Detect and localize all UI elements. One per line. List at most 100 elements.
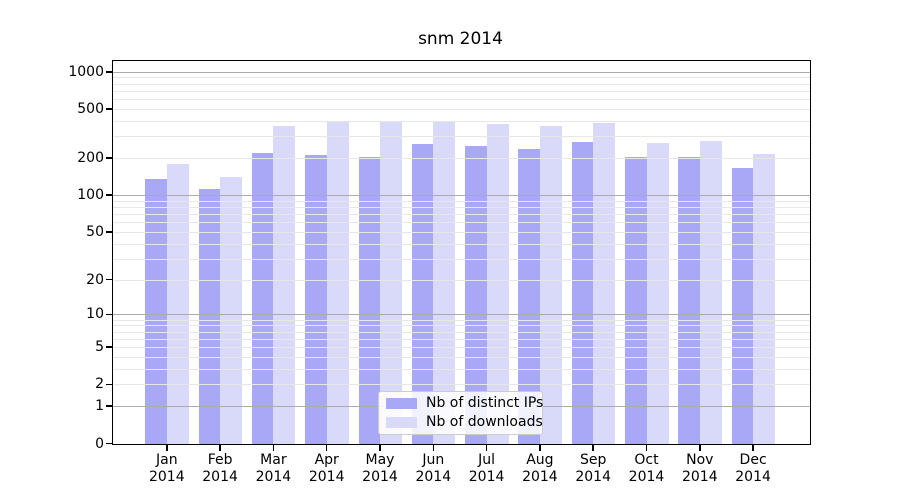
y-tick-label: 1000: [68, 63, 104, 80]
x-tick-mark: [219, 444, 221, 451]
gridline-minor: [113, 90, 810, 92]
gridline-minor: [113, 109, 810, 110]
bar-downloads: [273, 125, 296, 444]
x-tick-label: Jun 2014: [393, 452, 473, 486]
x-tick-month: May: [365, 452, 395, 468]
x-tick-year: 2014: [628, 469, 665, 485]
y-tick-mark: [106, 194, 113, 196]
bar-distinct-ips: [625, 157, 647, 444]
gridline-minor: [113, 338, 810, 340]
x-tick-label: Oct 2014: [607, 452, 687, 486]
y-tick-label: 20: [86, 271, 104, 288]
x-tick-year: 2014: [308, 469, 345, 485]
bar-downloads: [220, 176, 243, 444]
bar-distinct-ips: [571, 142, 594, 444]
x-tick-mark: [592, 444, 594, 451]
x-tick-mark: [645, 444, 648, 451]
x-tick-year: 2014: [362, 469, 398, 485]
x-tick-mark: [539, 444, 541, 451]
x-tick-month: Sep: [579, 452, 607, 468]
gridline-major: [113, 195, 810, 197]
gridline-minor: [113, 77, 810, 79]
bar-distinct-ips: [145, 178, 167, 444]
x-tick-month: Feb: [207, 452, 233, 468]
x-tick-year: 2014: [522, 469, 558, 485]
gridline-minor: [113, 325, 810, 327]
chart-title: snm 2014: [418, 29, 503, 49]
x-tick-label: Sep 2014: [553, 452, 633, 486]
x-tick-mark: [485, 444, 488, 451]
x-tick-year: 2014: [415, 469, 452, 485]
bar-downloads: [486, 123, 509, 444]
x-tick-month: Oct: [634, 452, 659, 468]
bar-distinct-ips: [305, 155, 327, 444]
bar-distinct-ips: [358, 156, 380, 444]
gridline-minor: [113, 347, 810, 349]
bar-downloads: [433, 122, 456, 444]
y-tick-mark: [106, 231, 113, 233]
y-tick-mark: [106, 346, 113, 348]
x-tick-label: Mar 2014: [233, 452, 313, 486]
gridline-minor: [113, 356, 810, 358]
x-tick-year: 2014: [468, 469, 505, 485]
bar-downloads: [166, 164, 189, 444]
legend-item: Nb of downloads: [386, 415, 543, 430]
legend-item: Nb of distinct IPs: [386, 396, 543, 411]
legend-label: Nb of downloads: [426, 414, 543, 430]
y-tick-mark: [106, 278, 113, 281]
bar-downloads: [753, 154, 776, 444]
x-tick-month: Jan: [156, 452, 178, 468]
x-tick-month: Mar: [260, 452, 287, 468]
x-tick-month: Aug: [526, 452, 554, 468]
gridline-major: [113, 314, 810, 316]
gridline-minor: [113, 136, 810, 138]
gridline-minor: [113, 243, 810, 245]
y-tick-label: 500: [77, 101, 104, 117]
y-tick-mark: [106, 157, 113, 159]
plot-area: Nb of distinct IPs Nb of downloads: [112, 60, 811, 445]
gridline-minor: [113, 258, 810, 260]
y-tick-label: 2: [95, 376, 104, 393]
x-tick-mark: [752, 444, 754, 451]
y-tick-label: 5: [95, 339, 104, 356]
x-tick-label: Aug 2014: [500, 452, 580, 486]
x-tick-month: Dec: [739, 452, 767, 468]
y-tick-label: 0: [95, 435, 104, 452]
x-tick-year: 2014: [735, 469, 771, 485]
x-tick-mark: [272, 444, 275, 451]
gridline-minor: [113, 83, 810, 85]
gridline-minor: [113, 384, 810, 386]
gridline-minor: [113, 279, 810, 281]
gridline-minor: [113, 319, 810, 321]
x-tick-month: Nov: [686, 452, 714, 468]
x-tick-year: 2014: [575, 469, 611, 485]
x-tick-year: 2014: [681, 469, 718, 485]
gridline-minor: [113, 207, 810, 209]
y-tick-label: 10: [86, 306, 104, 323]
x-tick-mark: [432, 444, 435, 451]
legend-swatch-distinct-ips: [386, 398, 417, 409]
x-tick-label: Feb 2014: [180, 452, 260, 486]
y-tick-mark: [106, 108, 113, 110]
legend: Nb of distinct IPs Nb of downloads: [378, 391, 543, 435]
gridline-minor: [113, 368, 810, 370]
gridline-major: [113, 71, 810, 73]
legend-swatch-downloads: [386, 417, 417, 428]
x-tick-mark: [166, 444, 168, 451]
x-tick-label: Jan 2014: [127, 452, 207, 486]
gridline-minor: [113, 331, 810, 333]
bar-distinct-ips: [251, 152, 274, 444]
x-tick-month: Jun: [422, 452, 445, 468]
x-tick-year: 2014: [202, 469, 238, 485]
gridline-minor: [113, 222, 810, 224]
bar-distinct-ips: [678, 156, 700, 444]
y-tick-mark: [106, 71, 113, 73]
y-tick-label: 200: [77, 150, 104, 167]
gridline-minor: [113, 99, 810, 101]
legend-label: Nb of distinct IPs: [426, 395, 544, 411]
x-tick-year: 2014: [148, 469, 185, 485]
bar-downloads: [380, 121, 402, 444]
y-tick-label: 100: [77, 187, 104, 204]
gridline-minor: [113, 158, 810, 160]
